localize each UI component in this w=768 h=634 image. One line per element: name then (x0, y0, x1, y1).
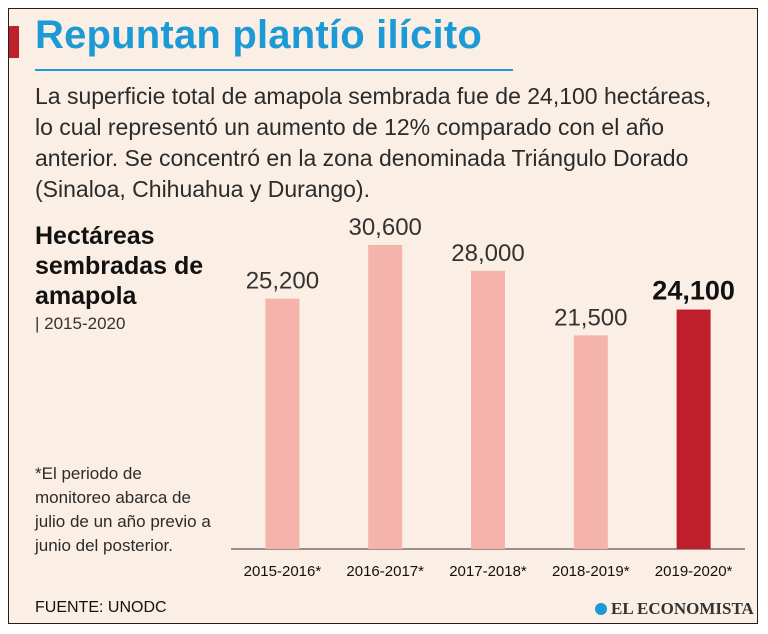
bar-2016-2017 (368, 244, 403, 550)
source-credit: FUENTE: UNODC (35, 599, 167, 616)
category-label: 2019-2020* (655, 563, 733, 580)
value-label: 30,600 (348, 214, 421, 241)
value-label: 24,100 (652, 276, 735, 306)
page-title: Repuntan plantío ilícito (35, 13, 483, 57)
category-label: 2017-2018* (449, 563, 527, 580)
value-label: 25,200 (246, 268, 319, 295)
bar-2019-2020 (676, 309, 711, 549)
intro-paragraph: La superficie total de amapola sembrada … (35, 83, 712, 202)
bar-2017-2018 (471, 270, 505, 549)
value-label: 28,000 (451, 240, 524, 267)
chart-title: Hectáreas sembradas de amapola (35, 222, 204, 310)
title-accent-mark (9, 26, 19, 58)
category-label: 2018-2019* (552, 563, 630, 580)
bar-2018-2019 (573, 335, 608, 549)
bar-2015-2016 (265, 298, 300, 549)
category-label: 2016-2017* (346, 563, 424, 580)
brand-globe-icon (595, 603, 607, 615)
infographic-card: Repuntan plantío ilícito La superficie t… (8, 8, 758, 624)
bar-chart: 25,200 2015-2016* 30,600 2016-2017* 28,000 20… (231, 214, 745, 580)
brand-name: EL ECONOMISTA (611, 599, 754, 618)
footnote: *El periodo de monitoreo abarca de julio… (35, 464, 211, 555)
value-label: 21,500 (554, 304, 627, 331)
title-underline (35, 69, 513, 71)
category-label: 2015-2016* (244, 563, 322, 580)
brand-logo: EL ECONOMISTA (595, 599, 754, 619)
chart-period: | 2015-2020 (35, 314, 126, 333)
